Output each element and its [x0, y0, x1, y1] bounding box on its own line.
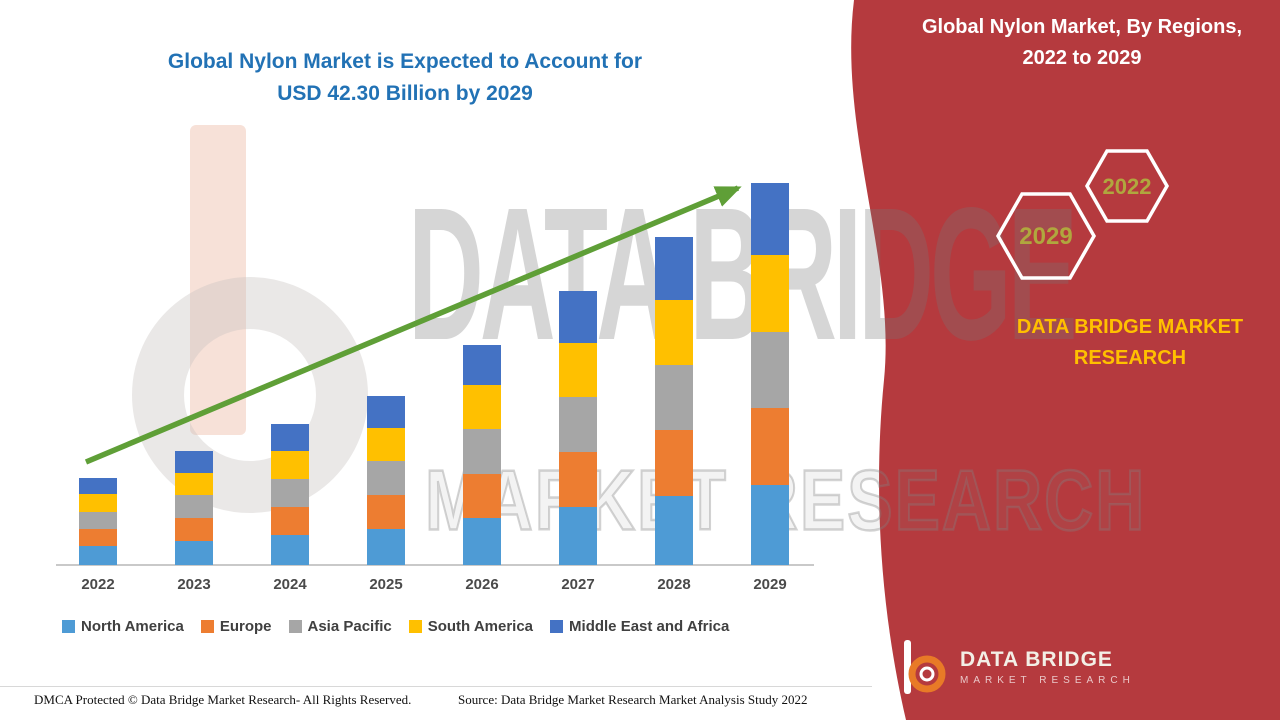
- bar-segment-south-america: [655, 299, 693, 365]
- brand-line2: RESEARCH: [1073, 347, 1187, 369]
- bar-segment-north-america: [271, 535, 309, 565]
- legend-label: Middle East and Africa: [569, 618, 730, 635]
- bar-2026: [463, 344, 501, 565]
- x-axis-label: 2022: [81, 576, 115, 593]
- legend-swatch: [288, 620, 302, 633]
- footer-divider: [0, 686, 872, 687]
- legend-item-asia-pacific: Asia Pacific: [288, 618, 392, 635]
- x-axis-label: 2026: [465, 576, 499, 593]
- year-hexagons: 2022 2029: [995, 149, 1170, 280]
- hexagon-2029-outline: [995, 192, 1097, 280]
- bar-segment-south-america: [463, 385, 501, 430]
- panel-title: Global Nylon Market, By Regions, 2022 to…: [893, 12, 1271, 74]
- legend-label: Europe: [219, 618, 272, 635]
- bar-2024: [271, 424, 309, 565]
- bar-segment-middle-east-and-africa: [175, 451, 213, 473]
- legend-item-south-america: South America: [408, 618, 534, 635]
- bar-segment-asia-pacific: [79, 511, 117, 529]
- bar-segment-middle-east-and-africa: [751, 182, 789, 256]
- bar-segment-north-america: [79, 546, 117, 565]
- x-axis-label: 2025: [369, 576, 403, 593]
- x-axis-label: 2028: [657, 576, 691, 593]
- x-axis-label: 2027: [561, 576, 595, 593]
- legend-swatch: [200, 620, 214, 633]
- x-axis-line: [56, 564, 814, 566]
- bar-segment-asia-pacific: [463, 429, 501, 474]
- legend-swatch: [550, 620, 564, 633]
- databridge-logo-subtext: MARKET RESEARCH: [960, 675, 1135, 686]
- hexagon-2022-label: 2022: [1103, 174, 1152, 199]
- legend-item-middle-east-and-africa: Middle East and Africa: [550, 618, 729, 635]
- bar-segment-middle-east-and-africa: [463, 344, 501, 386]
- bar-segment-north-america: [463, 518, 501, 565]
- bar-2023: [175, 451, 213, 565]
- bar-segment-middle-east-and-africa: [655, 237, 693, 300]
- bar-segment-north-america: [367, 528, 405, 565]
- panel-title-line1: Global Nylon Market, By Regions,: [921, 16, 1243, 38]
- bar-segment-europe: [751, 407, 789, 485]
- source-note: Source: Data Bridge Market Research Mark…: [458, 692, 808, 707]
- bar-2029: [751, 182, 789, 565]
- bar-segment-north-america: [655, 495, 693, 565]
- bar-segment-north-america: [175, 540, 213, 565]
- x-axis-label: 2029: [753, 576, 787, 593]
- bar-segment-asia-pacific: [271, 479, 309, 508]
- bar-2022: [79, 478, 117, 565]
- bar-segment-europe: [367, 494, 405, 529]
- trend-arrow: [84, 185, 742, 465]
- bar-segment-europe: [175, 518, 213, 541]
- bar-segment-asia-pacific: [559, 397, 597, 453]
- bar-segment-middle-east-and-africa: [559, 291, 597, 343]
- dmca-notice: DMCA Protected © Data Bridge Market Rese…: [34, 692, 412, 707]
- bar-segment-south-america: [751, 255, 789, 332]
- legend-item-europe: Europe: [200, 618, 272, 635]
- bar-segment-europe: [463, 473, 501, 518]
- legend-label: South America: [427, 618, 534, 635]
- bar-segment-north-america: [751, 484, 789, 565]
- x-axis-label: 2024: [273, 576, 307, 593]
- panel-title-line2: 2022 to 2029: [1022, 47, 1142, 69]
- bar-segment-europe: [559, 452, 597, 508]
- bar-segment-europe: [271, 507, 309, 536]
- legend-label: North America: [81, 618, 184, 635]
- chart-legend: North America Europe Asia Pacific South Ame…: [62, 618, 729, 635]
- databridge-logo-block: DATA BRIDGE MARKET RESEARCH: [896, 636, 1135, 698]
- bar-2027: [559, 291, 597, 565]
- chart-title-line1: Global Nylon Market is Expected to Accou…: [167, 50, 643, 73]
- bar-2028: [655, 237, 693, 565]
- bar-segment-south-america: [367, 427, 405, 462]
- brand-line1: DATA BRIDGE MARKET: [1016, 316, 1244, 338]
- bar-segment-europe: [79, 528, 117, 546]
- legend-item-north-america: North America: [62, 618, 184, 635]
- databridge-logo-icon: [904, 640, 946, 694]
- bar-segment-asia-pacific: [655, 364, 693, 430]
- bar-segment-asia-pacific: [367, 461, 405, 495]
- chart-title: Global Nylon Market is Expected to Accou…: [55, 46, 755, 110]
- hexagon-2029-label: 2029: [1019, 223, 1072, 250]
- bar-segment-south-america: [175, 472, 213, 496]
- watermark-logo-b: [132, 125, 368, 513]
- legend-label: Asia Pacific: [307, 618, 392, 635]
- bar-segment-north-america: [559, 507, 597, 565]
- bar-segment-middle-east-and-africa: [79, 478, 117, 495]
- bar-segment-south-america: [79, 494, 117, 512]
- bar-2025: [367, 396, 405, 565]
- bar-segment-middle-east-and-africa: [271, 424, 309, 452]
- chart-title-line2: USD 42.30 Billion by 2029: [277, 82, 533, 105]
- legend-swatch: [408, 620, 422, 633]
- bar-segment-asia-pacific: [175, 495, 213, 519]
- bar-segment-asia-pacific: [751, 331, 789, 408]
- bar-segment-middle-east-and-africa: [367, 396, 405, 428]
- databridge-logo-text: DATA BRIDGE: [960, 648, 1113, 671]
- bar-segment-south-america: [559, 342, 597, 398]
- bar-segment-south-america: [271, 451, 309, 480]
- legend-swatch: [62, 620, 75, 633]
- hexagon-2022-outline: [1084, 149, 1170, 223]
- brand-text: DATA BRIDGE MARKET RESEARCH: [950, 312, 1280, 374]
- bar-segment-europe: [655, 429, 693, 496]
- x-axis-label: 2023: [177, 576, 211, 593]
- bar-chart: 2022 2023 2024 2025 2026 2027 2028 2029: [56, 182, 814, 593]
